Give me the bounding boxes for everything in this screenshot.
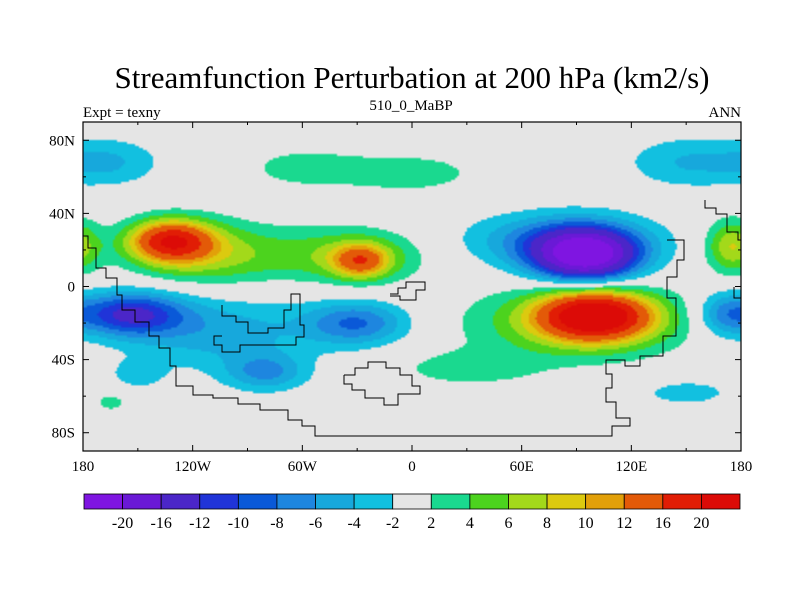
colorbar-label: 4 <box>466 515 474 532</box>
axis-ticks: 180 120W 60W 0 60E 120E 180 80N 40N 0 40S 80S <box>49 122 752 475</box>
colorbar-box <box>469 493 509 510</box>
y-tick-label: 40N <box>49 206 75 222</box>
colorbar: -20 -16 -12 -10 -8 -6 -4 -2 2 4 6 8 10 12 16 20 <box>83 493 741 532</box>
colorbar-box <box>83 493 123 510</box>
x-tick-label: 180 <box>730 459 753 475</box>
colorbar-label: -8 <box>270 515 283 532</box>
colorbar-box <box>662 493 702 510</box>
colorbar-box <box>276 493 316 510</box>
colorbar-label: -2 <box>386 515 399 532</box>
coast-africa <box>213 293 305 353</box>
colorbar-label: -12 <box>189 515 210 532</box>
y-tick-label: 0 <box>68 280 76 296</box>
colorbar-label: 12 <box>616 515 632 532</box>
colorbar-box <box>701 493 741 510</box>
coast-east <box>704 200 741 241</box>
colorbar-box <box>237 493 278 510</box>
colorbar-label: 10 <box>578 515 594 532</box>
colorbar-label: -4 <box>347 515 360 532</box>
colorbar-label: 2 <box>427 515 435 532</box>
colorbar-box <box>315 493 355 510</box>
coastline <box>83 200 741 437</box>
x-tick-label: 120W <box>174 459 212 475</box>
colorbar-box <box>430 493 471 510</box>
x-tick-label: 60W <box>288 459 318 475</box>
colorbar-label: -10 <box>228 515 249 532</box>
coast-antarctic <box>343 361 421 406</box>
x-tick-label: 180 <box>72 459 95 475</box>
colorbar-box <box>160 493 201 510</box>
x-tick-label: 0 <box>408 459 416 475</box>
colorbar-box <box>585 493 625 510</box>
colorbar-box <box>508 493 548 510</box>
y-tick-label: 80N <box>49 133 75 149</box>
colorbar-label: 20 <box>693 515 709 532</box>
colorbar-label: 6 <box>504 515 512 532</box>
y-tick-label: 80S <box>52 426 75 442</box>
x-tick-label: 120E <box>615 459 647 475</box>
colorbar-label: 16 <box>655 515 671 532</box>
colorbar-box <box>546 493 587 510</box>
colorbar-box <box>353 493 394 510</box>
colorbar-box <box>623 493 664 510</box>
colorbar-label: -6 <box>309 515 322 532</box>
colorbar-label: -20 <box>112 515 133 532</box>
colorbar-label: -16 <box>151 515 172 532</box>
contour-fill <box>83 122 741 451</box>
chart-title: Streamfunction Perturbation at 200 hPa (… <box>115 60 710 95</box>
left-string: Expt = texny <box>83 105 161 121</box>
coast-islands <box>390 281 426 301</box>
colorbar-label: 8 <box>543 515 551 532</box>
center-string: 510_0_MaBP <box>369 98 452 114</box>
x-tick-label: 60E <box>510 459 534 475</box>
right-string: ANN <box>709 105 742 121</box>
colorbar-box <box>122 493 162 510</box>
y-tick-label: 40S <box>52 353 75 369</box>
coast-east-south <box>733 287 741 299</box>
colorbar-box <box>392 493 432 510</box>
plot-area: 180 120W 60W 0 60E 120E 180 80N 40N 0 40S 80S <box>49 121 752 475</box>
coast-americas <box>83 235 685 437</box>
colorbar-box <box>199 493 239 510</box>
